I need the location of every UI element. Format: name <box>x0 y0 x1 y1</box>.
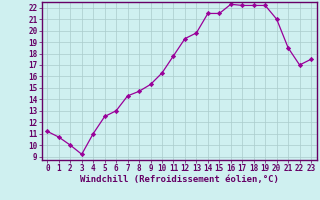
X-axis label: Windchill (Refroidissement éolien,°C): Windchill (Refroidissement éolien,°C) <box>80 175 279 184</box>
